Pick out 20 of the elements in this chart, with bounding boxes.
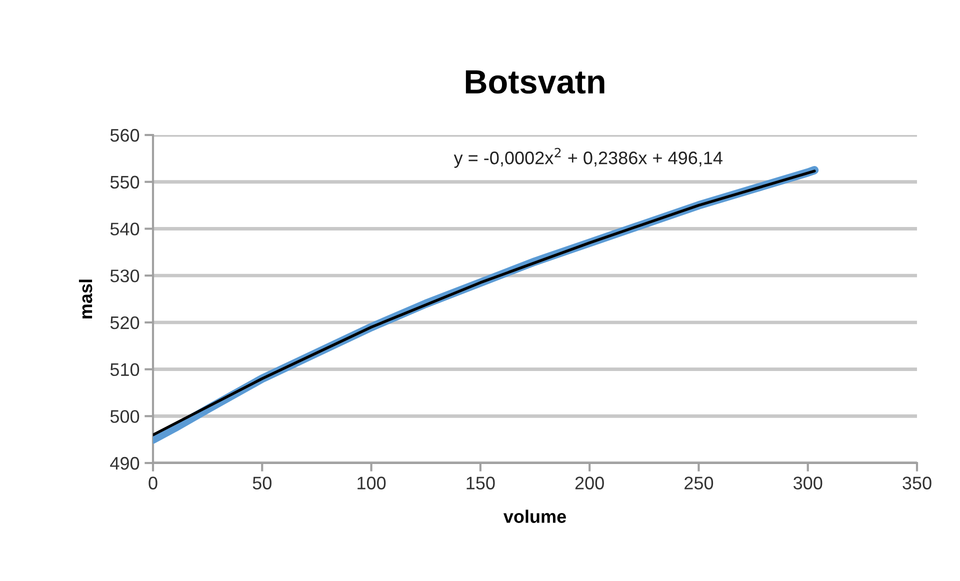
x-tick-label: 0 [148,476,158,490]
x-axis-title: volume [503,510,566,523]
y-tick-label: 550 [110,176,140,189]
annotation: y = -0,0002x$^{2}$ + 0,2386x + 496,14 [454,148,722,168]
x-tick-label: 100 [358,476,386,490]
x-tick-label: 150 [466,476,495,490]
y-tick-label: 500 [110,410,140,423]
y-tick-label: 520 [110,316,140,330]
chart-title: Botsvatn [466,70,604,94]
y-tick-label: 540 [110,222,140,236]
x-tick-label: 300 [793,476,822,490]
x-tick-label: 250 [684,476,714,490]
x-tick-label: 50 [252,476,272,490]
y-tick-label: 530 [110,270,140,282]
y-tick-label: 490 [110,456,140,470]
x-tick-label: 350 [902,476,932,490]
y-tick-label: 510 [110,363,140,376]
x-tick-label: 200 [575,476,604,490]
y-tick-label: 560 [110,128,140,142]
y-axis-title: masl [78,280,92,318]
